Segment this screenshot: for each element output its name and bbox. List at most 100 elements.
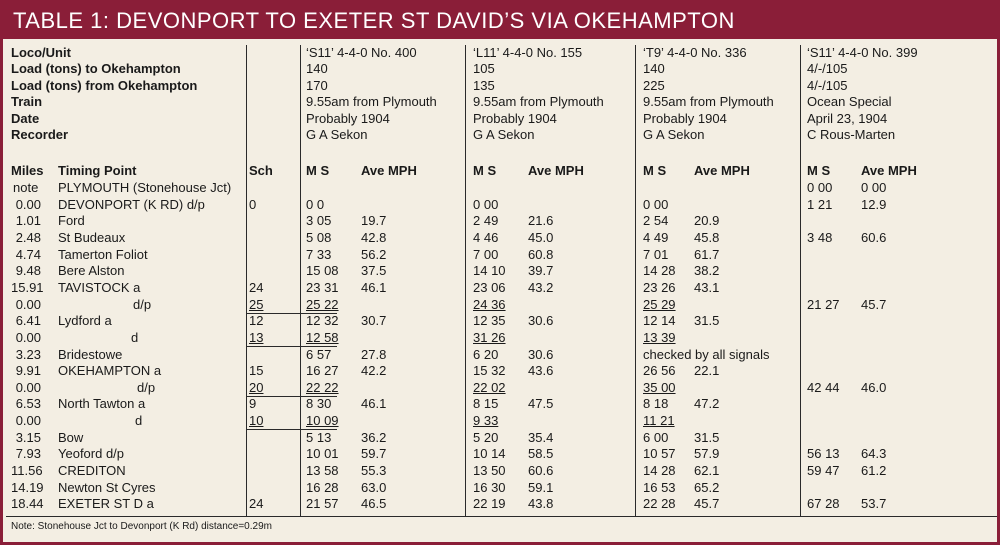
- info-value: G A Sekon: [643, 127, 705, 142]
- info-value: Probably 1904: [306, 110, 390, 126]
- info-label: Load (tons) from Okehampton: [11, 77, 198, 93]
- table-bottom-rule: [6, 516, 997, 517]
- ms-cell: 2 49: [473, 213, 499, 229]
- ms-cell: 25 29: [643, 296, 676, 312]
- ms-cell: 8 30: [306, 396, 332, 412]
- column-separator: [800, 45, 801, 516]
- miles-cell: 7.93: [15, 446, 41, 462]
- info-value: ‘S11’ 4-4-0 No. 400: [306, 45, 417, 60]
- ave-mph-cell: 60.6: [861, 229, 887, 245]
- ms-cell: 42 44: [807, 379, 840, 395]
- ave-mph-cell: 61.2: [861, 463, 887, 479]
- miles-cell: 9.48: [15, 263, 41, 279]
- title-bar: TABLE 1: DEVONPORT TO EXETER ST DAVID’S …: [3, 3, 997, 39]
- ms-cell: 5 13: [306, 429, 332, 445]
- miles-cell: 3.15: [15, 429, 41, 445]
- ms-cell: 16 27: [306, 363, 339, 379]
- ave-mph-cell: 60.6: [528, 463, 554, 479]
- info-value: Probably 1904: [473, 110, 557, 126]
- timing-point-cell: Yeoford d/p: [58, 446, 125, 462]
- header-ave-mph: Ave MPH: [694, 163, 750, 178]
- sch-cell: 24: [249, 279, 264, 295]
- ms-cell: 26 56: [643, 363, 676, 379]
- ms-cell: 12 35: [473, 313, 506, 329]
- ms-cell: 22 02: [473, 379, 506, 395]
- timing-point-cell: St Budeaux: [58, 229, 126, 245]
- info-value: Ocean Special: [807, 94, 892, 110]
- footnote: Note: Stonehouse Jct to Devonport (K Rd)…: [11, 521, 272, 532]
- ave-mph-cell: 61.7: [694, 246, 720, 262]
- ms-cell: 22 28: [643, 496, 676, 512]
- ms-cell: 15 08: [306, 263, 339, 279]
- header-timing-point: Timing Point: [58, 163, 137, 178]
- sch-cell: 24: [249, 496, 264, 512]
- timing-point-cell: EXETER ST D a: [58, 496, 154, 512]
- ms-cell: 22 19: [473, 496, 506, 512]
- ave-mph-cell: 42.2: [361, 363, 387, 379]
- departure-rule: [246, 313, 337, 314]
- miles-cell: 6.41: [15, 313, 41, 329]
- ms-cell: checked by all signals: [643, 346, 770, 362]
- info-label: Train: [11, 94, 43, 110]
- ms-cell: 15 32: [473, 363, 506, 379]
- timing-point-cell: PLYMOUTH (Stonehouse Jct): [58, 180, 232, 195]
- ms-cell: 5 20: [473, 429, 499, 445]
- ave-mph-cell: 43.8: [528, 496, 554, 512]
- ms-cell: 9 33: [473, 413, 499, 429]
- ave-mph-cell: 30.7: [361, 313, 387, 329]
- ave-mph-cell: 12.9: [861, 196, 887, 212]
- miles-cell: 9.91: [15, 363, 41, 379]
- column-separator: [300, 45, 301, 516]
- info-value: 4/-/105: [807, 61, 848, 77]
- ave-mph-cell: 59.1: [528, 479, 554, 495]
- info-value: ‘L11’ 4-4-0 No. 155: [473, 45, 583, 60]
- timing-point-cell: d: [131, 329, 139, 345]
- ms-cell: 16 28: [306, 479, 339, 495]
- info-value: 9.55am from Plymouth: [473, 94, 604, 110]
- header-ms: M S: [643, 163, 667, 178]
- ms-cell: 16 53: [643, 479, 676, 495]
- ms-cell: 4 46: [473, 229, 499, 245]
- miles-cell: 14.19: [11, 479, 44, 495]
- timing-point-cell: Bow: [58, 429, 84, 445]
- ms-cell: 13 39: [643, 329, 676, 345]
- info-value: 105: [473, 61, 495, 77]
- ms-cell: 14 28: [643, 263, 676, 279]
- ms-cell: 13 58: [306, 463, 339, 479]
- column-separator: [465, 45, 466, 516]
- ave-mph-cell: 53.7: [861, 496, 887, 512]
- ms-cell: 10 14: [473, 446, 506, 462]
- ave-mph-cell: 58.5: [528, 446, 554, 462]
- ave-mph-cell: 39.7: [528, 263, 554, 279]
- ms-cell: 22 22: [306, 379, 339, 395]
- ave-mph-cell: 46.1: [361, 279, 387, 295]
- timing-point-cell: Tamerton Foliot: [58, 246, 148, 262]
- ms-cell: 4 49: [643, 229, 669, 245]
- ave-mph-cell: 45.8: [694, 229, 720, 245]
- sch-cell: 20: [249, 379, 264, 395]
- ms-cell: 0 0: [306, 196, 325, 212]
- ms-cell: 7 33: [306, 246, 332, 262]
- column-separator: [635, 45, 636, 516]
- sch-cell: 13: [249, 329, 264, 345]
- ave-mph-cell: 38.2: [694, 263, 720, 279]
- miles-cell: 3.23: [15, 346, 41, 362]
- sch-cell: 12: [249, 313, 264, 329]
- ave-mph-cell: 56.2: [361, 246, 387, 262]
- timing-point-cell: Bere Alston: [58, 263, 125, 279]
- header-ave-mph: Ave MPH: [861, 163, 917, 178]
- table-title: TABLE 1: DEVONPORT TO EXETER ST DAVID’S …: [13, 8, 735, 33]
- info-value: C Rous-Marten: [807, 127, 896, 142]
- ms-cell: 12 32: [306, 313, 339, 329]
- ave-mph-cell: 45.7: [861, 296, 887, 312]
- ms-cell: 7 00: [473, 246, 499, 262]
- header-sch: Sch: [249, 163, 273, 178]
- ave-mph-cell: 45.0: [528, 229, 554, 245]
- ms-cell: 5 08: [306, 229, 332, 245]
- timing-point-cell: d: [135, 413, 143, 429]
- ave-mph-cell: 20.9: [694, 213, 720, 229]
- miles-cell: 15.91: [11, 279, 44, 295]
- ave-mph-cell: 31.5: [694, 429, 720, 445]
- ms-cell: 10 01: [306, 446, 339, 462]
- info-value: April 23, 1904: [807, 110, 888, 126]
